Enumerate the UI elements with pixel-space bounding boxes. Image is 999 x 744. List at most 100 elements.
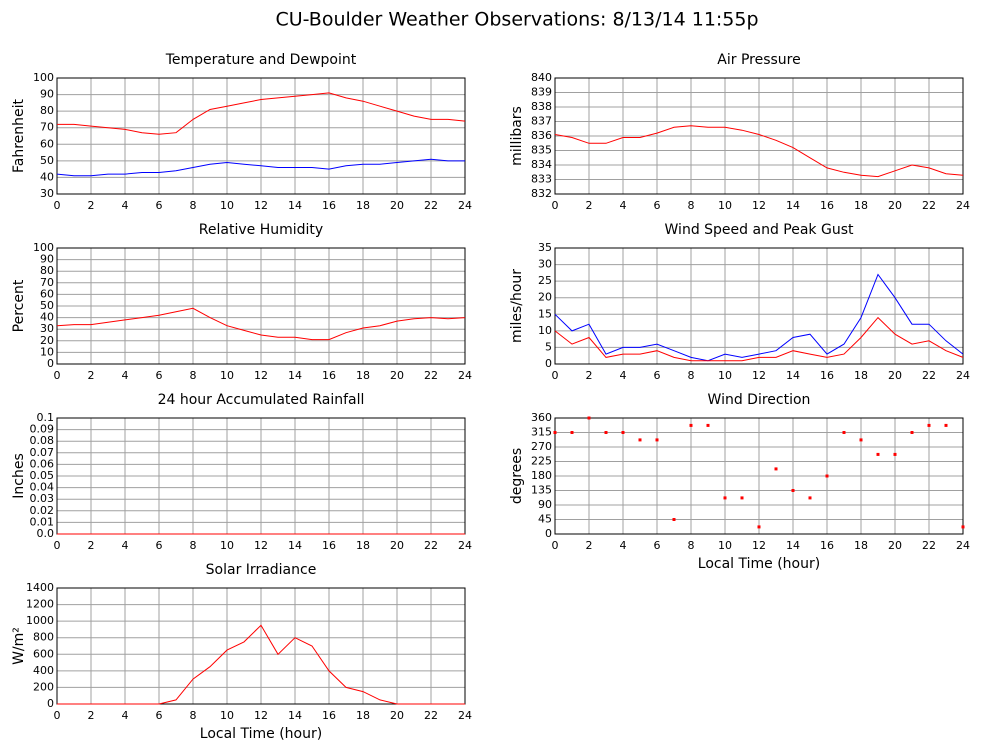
- y-tick-label: 30: [40, 322, 54, 335]
- y-tick-label: 0.1: [37, 411, 55, 424]
- y-tick-label: 836: [531, 129, 552, 142]
- x-tick-label: 20: [888, 199, 902, 212]
- x-tick-label: 12: [254, 369, 268, 382]
- x-tick-label: 6: [654, 369, 661, 382]
- x-tick-label: 24: [956, 369, 970, 382]
- data-point: [876, 452, 880, 456]
- data-point: [570, 431, 574, 434]
- y-tick-label: 0: [545, 527, 552, 540]
- y-axis-label: miles/hour: [509, 269, 525, 343]
- y-tick-label: 270: [531, 440, 552, 453]
- chart-title: Solar Irradiance: [206, 562, 317, 578]
- x-tick-label: 24: [458, 539, 472, 552]
- y-axis-label: Inches: [11, 453, 27, 498]
- y-tick-label: 5: [545, 340, 552, 353]
- y-tick-label: 0.0: [37, 527, 55, 540]
- x-tick-label: 18: [356, 709, 370, 722]
- x-tick-label: 16: [322, 199, 336, 212]
- x-tick-label: 4: [122, 709, 129, 722]
- x-tick-label: 22: [424, 199, 438, 212]
- x-tick-label: 2: [88, 369, 95, 382]
- chart-title: Temperature and Dewpoint: [165, 52, 357, 68]
- x-tick-label: 20: [390, 199, 404, 212]
- x-tick-label: 20: [390, 539, 404, 552]
- y-tick-label: 60: [40, 137, 54, 150]
- x-tick-label: 20: [888, 369, 902, 382]
- x-tick-label: 24: [956, 199, 970, 212]
- y-tick-label: 90: [40, 88, 54, 101]
- x-tick-label: 0: [54, 709, 61, 722]
- x-tick-label: 0: [552, 539, 559, 552]
- data-point: [638, 438, 642, 442]
- y-tick-label: 60: [40, 287, 54, 300]
- x-tick-label: 2: [88, 709, 95, 722]
- y-tick-label: 0.04: [30, 481, 55, 494]
- x-tick-label: 16: [322, 709, 336, 722]
- x-tick-label: 10: [718, 199, 732, 212]
- y-tick-label: 1000: [26, 614, 54, 627]
- chart-title: 24 hour Accumulated Rainfall: [158, 392, 365, 408]
- data-point: [927, 423, 931, 427]
- x-tick-label: 8: [190, 709, 197, 722]
- x-tick-label: 4: [122, 369, 129, 382]
- page-title: CU-Boulder Weather Observations: 8/13/14…: [275, 9, 758, 31]
- x-tick-label: 24: [458, 199, 472, 212]
- x-tick-label: 10: [220, 709, 234, 722]
- y-tick-label: 0.08: [30, 434, 55, 447]
- data-point: [604, 431, 608, 434]
- data-point: [672, 518, 676, 521]
- x-tick-label: 6: [654, 539, 661, 552]
- data-point: [757, 525, 761, 529]
- y-tick-label: 600: [33, 647, 54, 660]
- x-tick-label: 12: [752, 369, 766, 382]
- plot-frame: [56, 247, 466, 365]
- chart-title: Relative Humidity: [199, 222, 323, 238]
- x-tick-label: 22: [922, 199, 936, 212]
- y-axis-label: Percent: [11, 279, 27, 332]
- data-line: [554, 316, 964, 362]
- x-tick-label: 14: [786, 369, 800, 382]
- y-tick-label: 90: [40, 253, 54, 266]
- data-point: [740, 496, 744, 500]
- x-tick-label: 8: [190, 539, 197, 552]
- y-tick-label: 315: [531, 426, 552, 439]
- x-tick-label: 24: [458, 709, 472, 722]
- x-tick-label: 6: [654, 199, 661, 212]
- y-tick-label: 0.01: [30, 515, 55, 528]
- y-tick-label: 45: [538, 513, 552, 526]
- y-tick-label: 835: [531, 144, 552, 157]
- x-tick-label: 10: [220, 369, 234, 382]
- y-tick-label: 0.06: [30, 457, 55, 470]
- x-tick-label: 4: [620, 539, 627, 552]
- y-tick-label: 10: [538, 324, 552, 337]
- x-tick-label: 12: [254, 539, 268, 552]
- y-tick-label: 70: [40, 276, 54, 289]
- y-tick-label: 30: [40, 187, 54, 200]
- y-tick-label: 80: [40, 104, 54, 117]
- x-tick-label: 10: [220, 199, 234, 212]
- plot-frame: [56, 77, 466, 195]
- x-tick-label: 18: [356, 539, 370, 552]
- y-tick-label: 800: [33, 631, 54, 644]
- data-point: [774, 467, 778, 471]
- x-tick-label: 16: [322, 539, 336, 552]
- x-tick-label: 12: [254, 709, 268, 722]
- x-tick-label: 14: [288, 199, 302, 212]
- y-tick-label: 15: [538, 307, 552, 320]
- x-tick-label: 2: [586, 369, 593, 382]
- x-tick-label: 12: [752, 539, 766, 552]
- x-tick-label: 8: [190, 369, 197, 382]
- x-tick-label: 16: [322, 369, 336, 382]
- data-line: [56, 307, 466, 341]
- y-axis-label: W/m²: [11, 627, 27, 665]
- y-tick-label: 0.02: [30, 504, 55, 517]
- y-tick-label: 840: [531, 71, 552, 84]
- x-tick-label: 0: [54, 539, 61, 552]
- data-line: [554, 125, 964, 178]
- plot-frame: [554, 417, 964, 535]
- x-tick-label: 18: [854, 199, 868, 212]
- x-tick-label: 14: [288, 539, 302, 552]
- x-tick-label: 0: [552, 369, 559, 382]
- data-point: [587, 416, 591, 420]
- y-tick-label: 80: [40, 264, 54, 277]
